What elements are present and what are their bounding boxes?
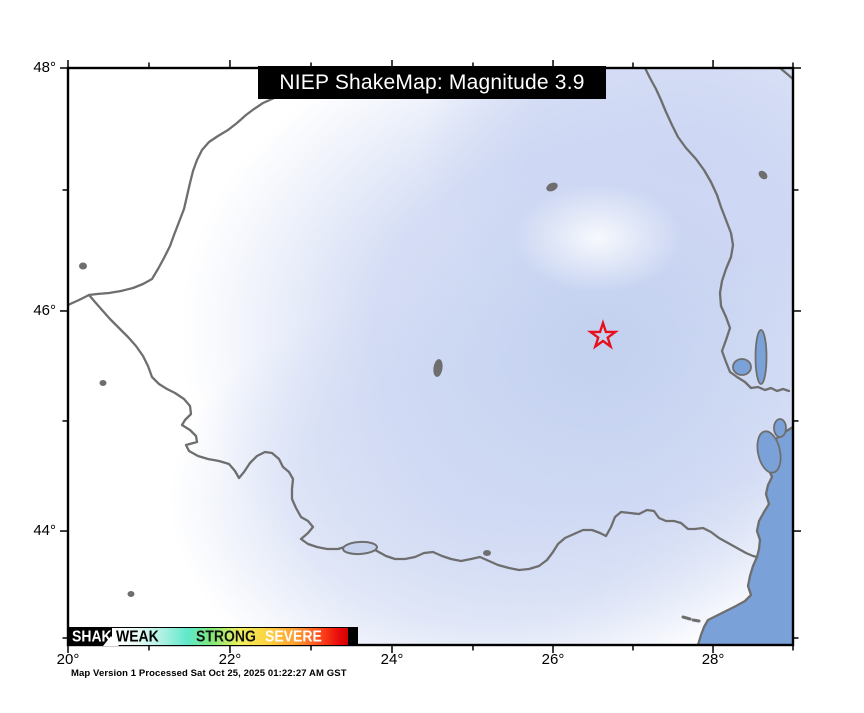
axis-ticks [60, 60, 801, 653]
x-axis-label: 24° [380, 651, 404, 668]
x-axis-label: 28° [701, 651, 725, 668]
y-axis-label: 48° [33, 59, 56, 76]
intensity-colorbar: SHAK WEAK STRONG SEVERE [68, 627, 358, 646]
colorbar-pointer-icon [103, 636, 119, 646]
black-sea [698, 427, 793, 645]
intensity-gradient [112, 628, 348, 645]
x-axis-label: 22° [218, 651, 242, 668]
colorbar-label-strong: STRONG [196, 626, 256, 646]
lakes [342, 329, 787, 556]
x-axis-label: 20° [56, 651, 80, 668]
y-axis-label: 46° [33, 301, 56, 319]
map-title: NIEP ShakeMap: Magnitude 3.9 [258, 66, 606, 99]
map-version-note: Map Version 1 Processed Sat Oct 25, 2025… [71, 668, 347, 679]
coast-islands [681, 615, 701, 623]
map-blobs [79, 170, 768, 597]
intensity-overlay [170, 68, 793, 645]
x-axis-label: 26° [541, 651, 565, 668]
colorbar-scale-label: SHAK [72, 626, 112, 646]
colorbar-label-weak: WEAK [116, 626, 159, 646]
romania-border [87, 71, 793, 572]
prut-border [643, 68, 791, 393]
hungary-serbia-border [68, 293, 91, 307]
ne-corner-border [778, 68, 793, 81]
y-axis-label: 44° [33, 522, 56, 540]
colorbar-label-severe: SEVERE [265, 626, 322, 646]
map-area [68, 68, 793, 645]
epicenter-star [586, 319, 619, 350]
bulgaria-coast [696, 555, 759, 645]
